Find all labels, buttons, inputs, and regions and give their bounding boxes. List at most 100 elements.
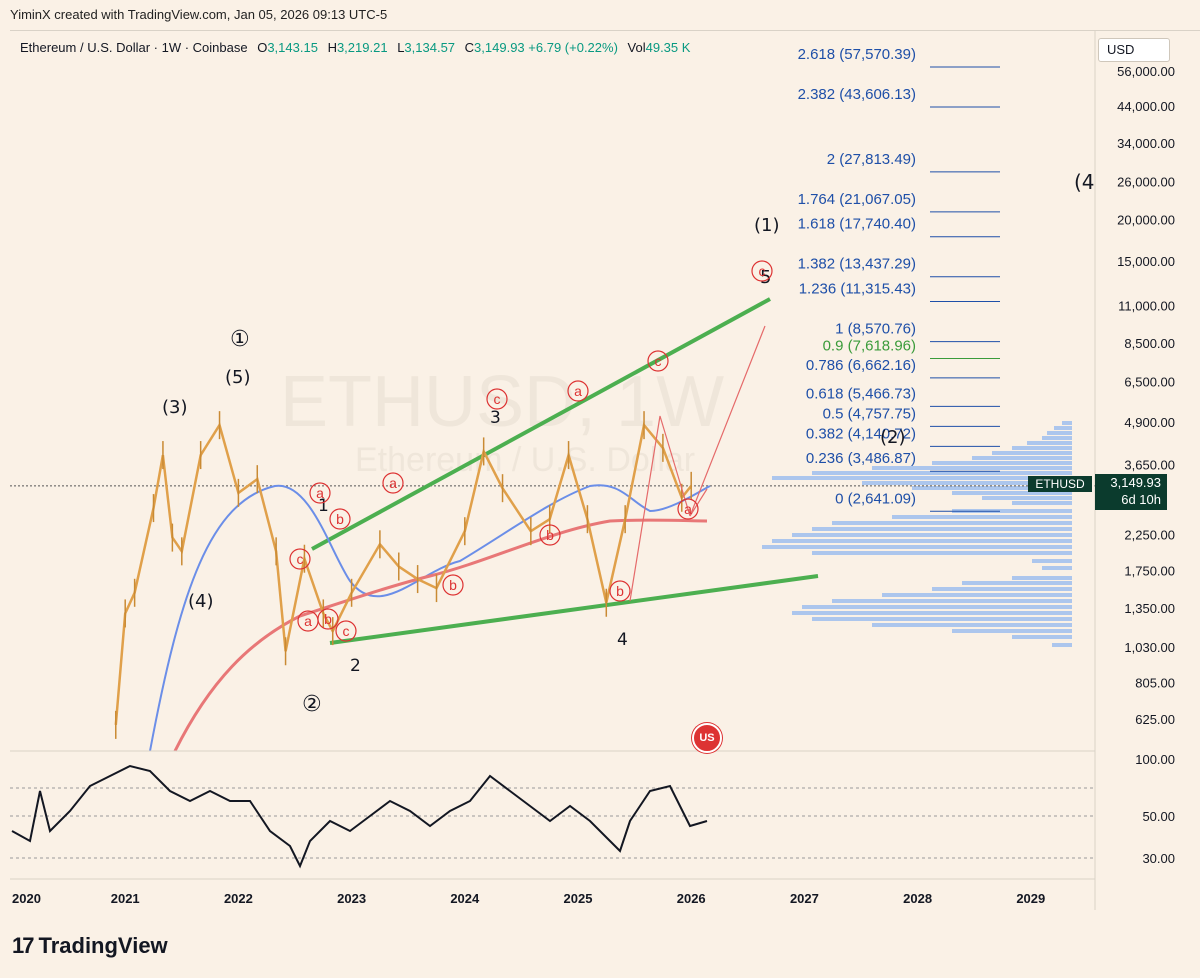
- fib-level-label: 1.382 (13,437.29): [798, 256, 916, 273]
- open-value: 3,143.15: [267, 40, 318, 55]
- fib-level-label: 1 (8,570.76): [835, 321, 916, 338]
- fib-level-label: 2.382 (43,606.13): [798, 86, 916, 103]
- wave-path: [629, 415, 691, 602]
- wave-circle: [317, 608, 339, 630]
- attribution-text: YiminX created with TradingView.com, Jan…: [10, 7, 388, 22]
- price-axis-tick: 34,000.00: [1117, 136, 1175, 151]
- volume-profile-bar: [892, 515, 1072, 519]
- volume-profile-bar: [952, 629, 1072, 633]
- time-axis-tick: 2026: [677, 891, 706, 906]
- volume-profile-bar: [792, 611, 1072, 615]
- price-axis-tick: 44,000.00: [1117, 99, 1175, 114]
- price-axis-tick: 20,000.00: [1117, 212, 1175, 227]
- volume-profile-bar: [802, 605, 1072, 609]
- chart-area[interactable]: ETHUSD, 1W Ethereum / U.S. Dollar 2.618 (5…: [10, 30, 1200, 911]
- fib-level-label: 2.618 (57,570.39): [798, 46, 916, 63]
- volume-profile-bar: [982, 496, 1072, 500]
- price-axis-tick: 625.00: [1135, 712, 1175, 727]
- footer: 17 TradingView: [0, 910, 1200, 978]
- volume-profile-bar: [872, 623, 1072, 627]
- wave-circle: [329, 508, 351, 530]
- time-axis-tick: 2029: [1016, 891, 1045, 906]
- fib-level-label: 0.236 (3,486.87): [806, 450, 916, 467]
- wave-label-red: b: [324, 611, 332, 627]
- wave-label-red: a: [684, 501, 692, 517]
- volume-profile-bar: [1032, 559, 1072, 563]
- volume-profile-bar: [1012, 576, 1072, 580]
- lower-channel-line: [329, 574, 819, 645]
- volume-profile-bar: [772, 476, 1072, 480]
- wave-label: (3): [162, 397, 188, 418]
- high-value: 3,219.21: [336, 40, 388, 55]
- price-axis-tick: 56,000.00: [1117, 64, 1175, 79]
- wave-label: 3: [490, 408, 501, 428]
- watermark-name: Ethereum / U.S. Dollar: [355, 441, 695, 479]
- upper-channel-line: [311, 297, 771, 551]
- time-axis-tick: 2023: [337, 891, 366, 906]
- volume-profile-bar: [962, 581, 1072, 585]
- symbol-badge: ETHUSD: [1028, 476, 1092, 492]
- wave-label: 1: [318, 496, 329, 516]
- fib-level-label: 0.786 (6,662.16): [806, 357, 916, 374]
- price-series-line: [114, 422, 693, 726]
- volume-profile-bar: [882, 593, 1072, 597]
- high-label: H: [327, 40, 337, 55]
- price-axis-tick: 11,000.00: [1118, 299, 1175, 314]
- low-label: L: [397, 40, 405, 55]
- bar-countdown: 6d 10h: [1121, 492, 1161, 507]
- currency-button[interactable]: USD: [1098, 38, 1170, 62]
- wave-label-red: b: [616, 583, 624, 599]
- volume-profile-bar: [792, 533, 1072, 537]
- volume-profile-bar: [1012, 501, 1072, 505]
- tradingview-mark-icon: 17: [12, 933, 35, 958]
- low-value: 3,134.57: [404, 40, 456, 55]
- wave-label-red: b: [546, 527, 554, 543]
- volume-profile-bar: [972, 456, 1072, 460]
- attribution-bar: YiminX created with TradingView.com, Jan…: [0, 0, 1200, 30]
- wave-circle: [442, 574, 464, 596]
- wave-circle: [486, 388, 508, 410]
- change-value: +6.79 (+0.22%): [528, 40, 618, 55]
- close-value: 3,149.93: [474, 40, 525, 55]
- price-axis-tick: 1,750.00: [1124, 564, 1175, 579]
- wave-label-red: c: [494, 391, 501, 407]
- wave-label-red: b: [449, 577, 457, 593]
- rsi-axis-tick: 100.00: [1135, 752, 1175, 767]
- time-axis-tick: 2027: [790, 891, 819, 906]
- wave-label-red: a: [304, 613, 312, 629]
- us-flag-event-icon[interactable]: US: [692, 723, 722, 753]
- fib-level-label: 0.382 (4,140.72): [806, 425, 916, 442]
- fib-level-label: 1.236 (11,315.43): [799, 281, 916, 298]
- volume-profile-bar: [1062, 421, 1072, 425]
- tradingview-logo[interactable]: 17 TradingView: [12, 932, 168, 960]
- fib-level-label: 1.764 (21,067.05): [798, 191, 916, 208]
- volume-profile-bar: [1042, 566, 1072, 570]
- volume-profile-bar: [1052, 643, 1072, 647]
- fib-level-label: 0 (2,641.09): [835, 490, 916, 507]
- moving-average-blue: [149, 484, 711, 752]
- time-axis-tick: 2021: [111, 891, 140, 906]
- wave-label: 5: [760, 267, 771, 288]
- rsi-axis-tick: 50.00: [1142, 809, 1175, 824]
- price-axis-tick: 805.00: [1135, 676, 1175, 691]
- wave-label: ①: [230, 327, 250, 352]
- watermark-ticker: ETHUSD, 1W: [280, 362, 724, 442]
- volume-profile-bar: [932, 587, 1072, 591]
- time-axis-tick: 2020: [12, 891, 41, 906]
- wave-label: (5): [225, 367, 251, 388]
- wave-label-red: c: [655, 353, 662, 369]
- wave-circle: [539, 524, 561, 546]
- symbol-title: Ethereum / U.S. Dollar · 1W · Coinbase: [20, 40, 248, 55]
- volume-profile-bar: [932, 461, 1072, 465]
- tradingview-brand: TradingView: [38, 933, 168, 958]
- wave-label-red: c: [297, 551, 304, 567]
- wave-circle: [609, 580, 631, 602]
- time-axis-tick: 2025: [564, 891, 593, 906]
- volume-profile-bar: [952, 509, 1072, 513]
- wave-label-red: c: [759, 263, 766, 279]
- price-axis-tick: 6,500.00: [1124, 374, 1175, 389]
- wave-label-red: c: [343, 623, 350, 639]
- wave-label: (4): [188, 591, 214, 612]
- wave-label-red: a: [389, 475, 397, 491]
